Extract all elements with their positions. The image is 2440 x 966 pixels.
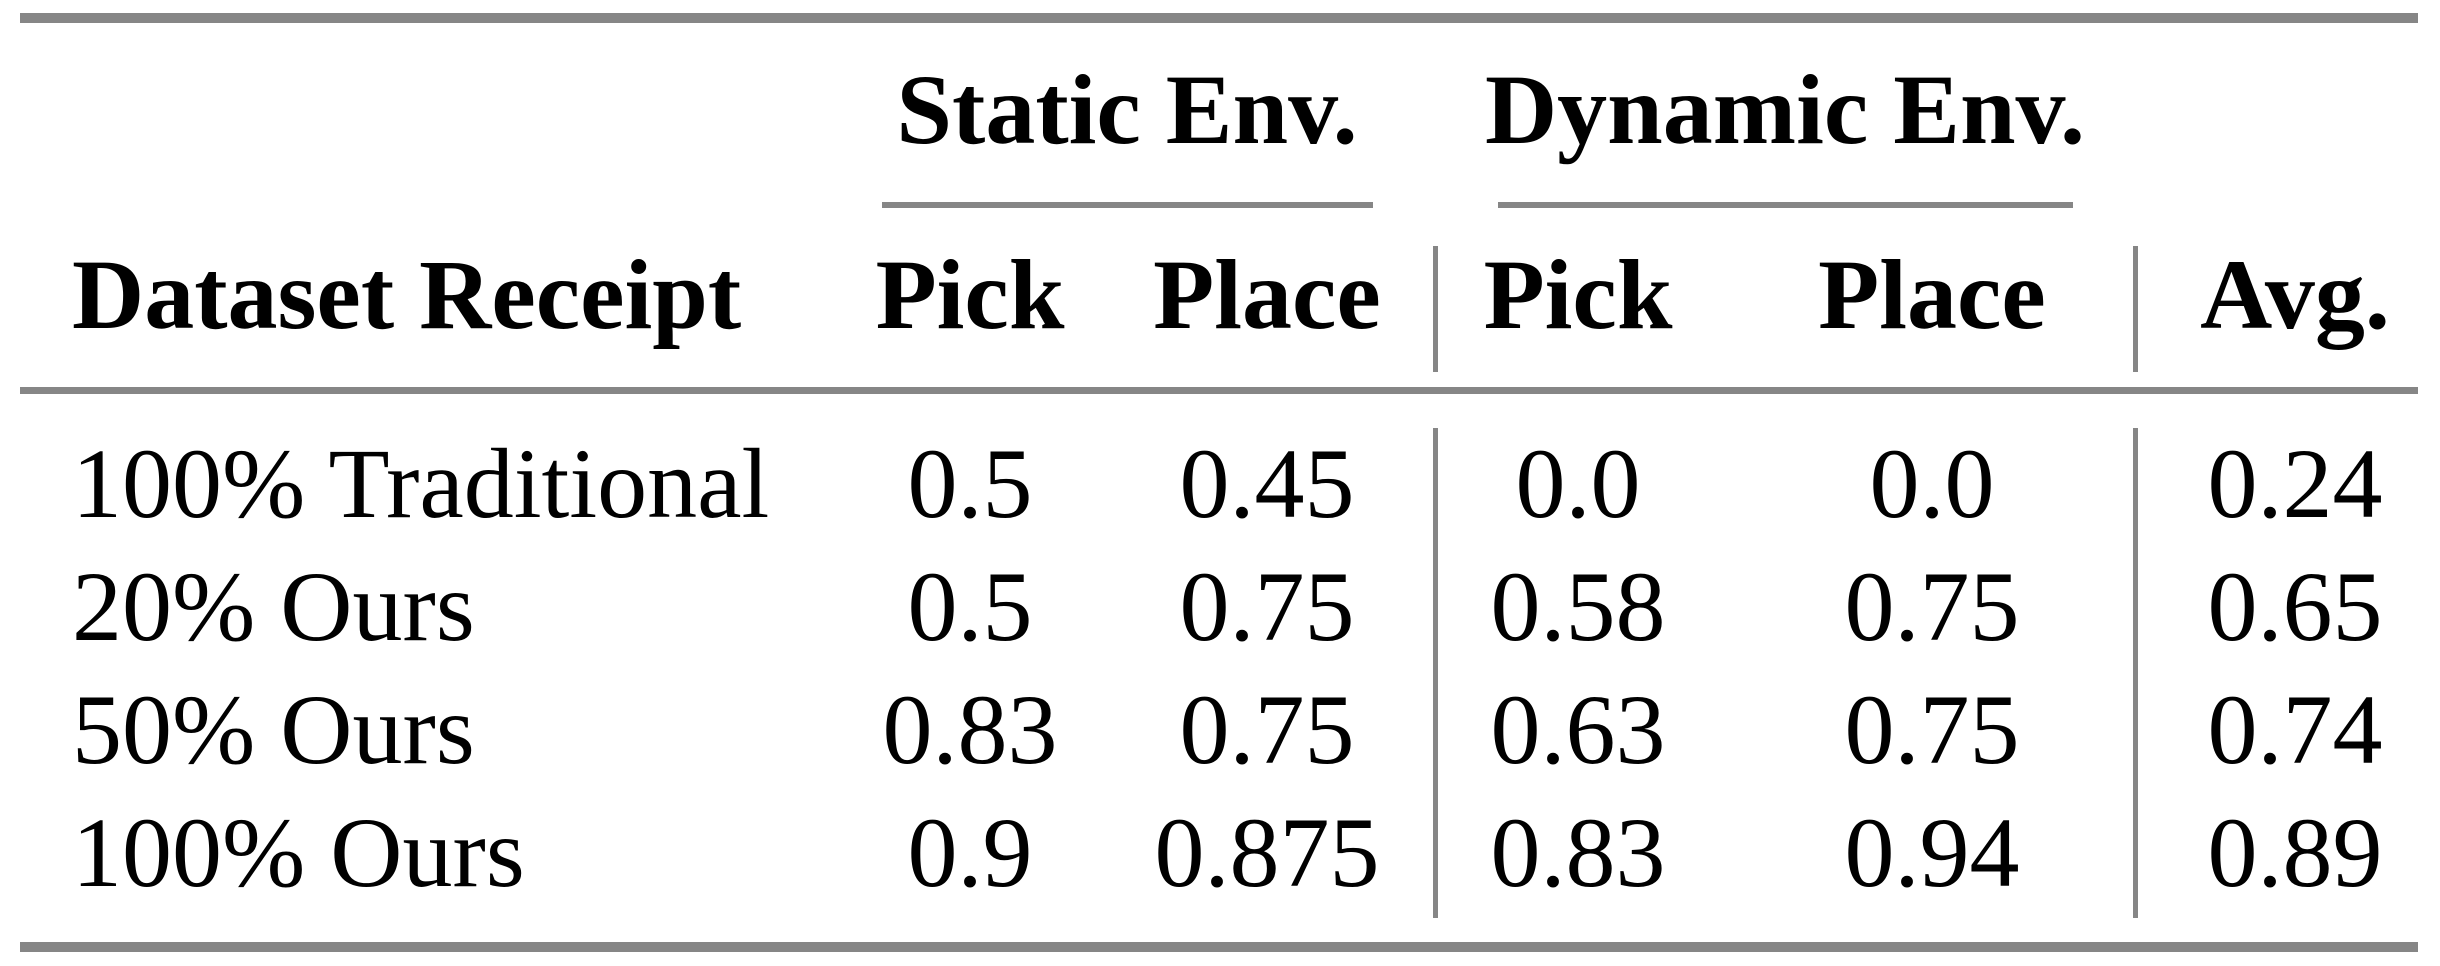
column-header-avg: Avg. (2200, 239, 2390, 350)
column-header-dynamic-pick: Pick (1483, 239, 1673, 350)
table-top-rule (20, 13, 2418, 23)
value-cell: 0.89 (2207, 797, 2383, 908)
column-header-dynamic-place: Place (1818, 239, 2046, 350)
value-cell: 0.75 (1179, 674, 1355, 785)
value-cell: 0.58 (1490, 551, 1666, 662)
static-dynamic-separator-body (1433, 428, 1438, 918)
value-cell: 0.5 (907, 428, 1033, 539)
column-header-dataset-receipt: Dataset Receipt (72, 239, 742, 350)
table-bottom-rule (20, 942, 2418, 952)
header-separator-rule (20, 387, 2418, 394)
value-cell: 0.24 (2207, 428, 2383, 539)
value-cell: 0.83 (1490, 797, 1666, 908)
static-dynamic-separator-header (1433, 246, 1438, 372)
dynamic-env-underline-rule (1498, 202, 2073, 208)
value-cell: 0.9 (907, 797, 1033, 908)
row-label: 20% Ours (72, 551, 475, 662)
value-cell: 0.75 (1844, 674, 2020, 785)
value-cell: 0.63 (1490, 674, 1666, 785)
avg-separator-header (2133, 246, 2138, 372)
row-label: 100% Traditional (72, 428, 770, 539)
row-label: 50% Ours (72, 674, 475, 785)
value-cell: 0.875 (1154, 797, 1380, 908)
value-cell: 0.94 (1844, 797, 2020, 908)
value-cell: 0.5 (907, 551, 1033, 662)
value-cell: 0.83 (882, 674, 1058, 785)
value-cell: 0.74 (2207, 674, 2383, 785)
value-cell: 0.45 (1179, 428, 1355, 539)
column-header-static-place: Place (1153, 239, 1381, 350)
value-cell: 0.0 (1869, 428, 1995, 539)
static-env-underline-rule (882, 202, 1373, 208)
value-cell: 0.65 (2207, 551, 2383, 662)
value-cell: 0.75 (1179, 551, 1355, 662)
value-cell: 0.0 (1515, 428, 1641, 539)
row-label: 100% Ours (72, 797, 525, 908)
avg-separator-body (2133, 428, 2138, 918)
value-cell: 0.75 (1844, 551, 2020, 662)
group-header-dynamic-env: Dynamic Env. (1484, 54, 2086, 165)
column-header-static-pick: Pick (875, 239, 1065, 350)
group-header-static-env: Static Env. (896, 54, 1358, 165)
